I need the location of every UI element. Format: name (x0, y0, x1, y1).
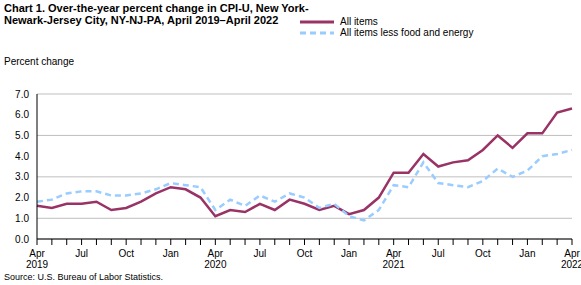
svg-text:Apr: Apr (564, 248, 573, 259)
svg-text:Jul: Jul (432, 248, 445, 259)
svg-text:Jan: Jan (341, 248, 357, 259)
svg-text:4.0: 4.0 (15, 151, 29, 162)
svg-text:0.0: 0.0 (15, 234, 29, 245)
svg-text:5.0: 5.0 (15, 130, 29, 141)
svg-text:2020: 2020 (204, 259, 227, 270)
svg-text:3.0: 3.0 (15, 171, 29, 182)
svg-text:Apr: Apr (29, 248, 45, 259)
svg-text:6.0: 6.0 (15, 109, 29, 120)
html-text:Percent change: Percent change (4, 56, 75, 67)
svg-text:Jul: Jul (254, 248, 267, 259)
svg-text:2019: 2019 (26, 259, 49, 270)
html-text:All items less food and energy: All items less food and energy (340, 27, 474, 38)
svg-text:Jul: Jul (75, 248, 88, 259)
svg-text:Jan: Jan (519, 248, 535, 259)
svg-text:7.0: 7.0 (15, 89, 29, 100)
svg-text:1.0: 1.0 (15, 213, 29, 224)
svg-text:2.0: 2.0 (15, 192, 29, 203)
svg-text:Jan: Jan (163, 248, 179, 259)
svg-text:2022: 2022 (561, 259, 573, 270)
html-text:Chart 1. Over-the-year percent: Chart 1. Over-the-year percent change in… (4, 2, 309, 26)
svg-text:Oct: Oct (118, 248, 134, 259)
html-text:Source: U.S. Bureau of Labor S: Source: U.S. Bureau of Labor Statistics. (4, 272, 164, 282)
svg-text:Oct: Oct (297, 248, 313, 259)
svg-text:Apr: Apr (208, 248, 224, 259)
svg-text:2021: 2021 (383, 259, 406, 270)
svg-text:Apr: Apr (386, 248, 402, 259)
html-text:All items: All items (340, 16, 378, 27)
svg-text:Oct: Oct (475, 248, 491, 259)
